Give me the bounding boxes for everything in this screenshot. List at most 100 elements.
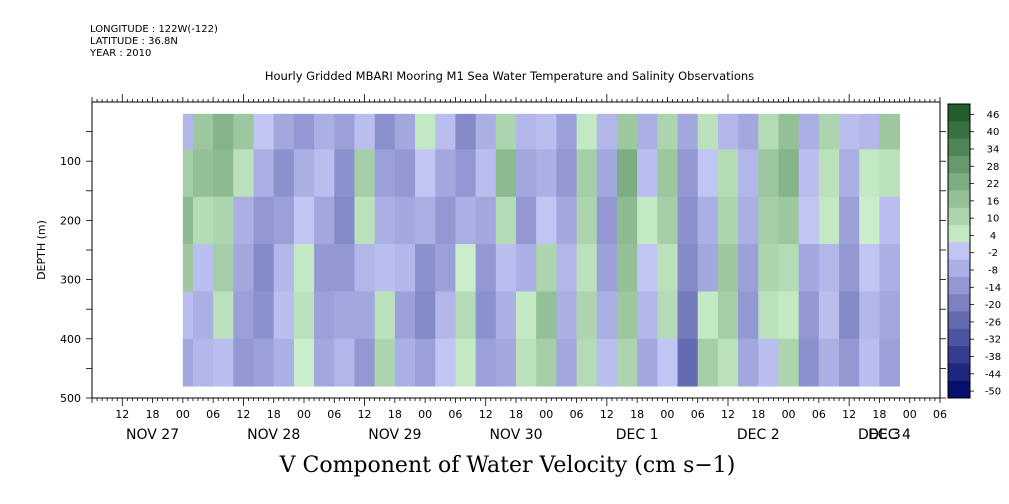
heatmap-cell [354, 291, 376, 340]
heatmap-cell [253, 113, 275, 150]
heatmap-cell [556, 149, 577, 198]
heatmap-cell [596, 338, 618, 387]
heatmap-cell [616, 113, 638, 150]
colorbar-label: -2 [988, 248, 998, 259]
heatmap-cell [576, 244, 598, 292]
heatmap-cell [495, 291, 517, 340]
heatmap-cell [192, 113, 214, 150]
colorbar-label: -20 [985, 300, 1001, 311]
heatmap-cell [394, 196, 416, 245]
colorbar-label: 16 [987, 196, 1000, 207]
heatmap-cell [798, 113, 820, 150]
heatmap-cell [859, 244, 880, 292]
heatmap-cell [192, 291, 214, 340]
heatmap-cell [354, 244, 376, 292]
heatmap-cell [839, 149, 860, 198]
x-hour-label: 12 [479, 408, 493, 421]
colorbar-label: 22 [987, 179, 1000, 190]
heatmap-cell [536, 149, 557, 198]
heatmap-cell [394, 338, 416, 387]
heatmap-cell [233, 291, 254, 340]
x-hour-label: 00 [660, 408, 674, 421]
heatmap-cell [758, 291, 779, 340]
heatmap-cell [455, 338, 477, 387]
heatmap-cell [536, 196, 557, 245]
heatmap-cell [697, 196, 719, 245]
heatmap-cell [273, 244, 295, 292]
heatmap-cell [253, 338, 275, 387]
heatmap-cell [717, 149, 739, 198]
heatmap-cells [182, 113, 901, 387]
heatmap-cell [435, 149, 456, 198]
heatmap-cell [536, 338, 557, 387]
heatmap-cell [616, 196, 638, 245]
heatmap-cell [233, 338, 254, 387]
heatmap-cell [677, 113, 699, 150]
heatmap-cell [394, 113, 416, 150]
heatmap-cell [596, 113, 618, 150]
colorbar-label: -8 [988, 266, 998, 277]
heatmap-cell [374, 149, 396, 198]
y-tick-label: 500 [60, 392, 81, 405]
heatmap-cell [213, 291, 234, 340]
heatmap-cell [516, 113, 537, 150]
heatmap-cell [637, 291, 658, 340]
heatmap-cell [334, 338, 355, 387]
heatmap-cell [435, 244, 456, 292]
heatmap-cell [818, 149, 840, 198]
x-hour-label: 06 [933, 408, 947, 421]
heatmap-cell [778, 149, 800, 198]
heatmap-cell [536, 113, 557, 150]
heatmap-cell [475, 338, 497, 387]
colorbar-swatch [948, 138, 970, 157]
heatmap-cell [798, 244, 820, 292]
x-date-label: DEC 4 [868, 427, 911, 443]
heatmap-cell [334, 149, 355, 198]
y-tick-label: 300 [60, 274, 81, 287]
heatmap-cell [738, 338, 759, 387]
heatmap-cell [879, 149, 901, 198]
heatmap-cell [556, 338, 577, 387]
heatmap-cell [798, 291, 820, 340]
heatmap-cell [213, 196, 234, 245]
heatmap-cell [374, 113, 396, 150]
heatmap-cell [253, 291, 275, 340]
x-date-label: NOV 27 [126, 427, 179, 443]
x-hour-label: 06 [327, 408, 341, 421]
heatmap-cell [738, 113, 759, 150]
heatmap-cell [233, 244, 254, 292]
heatmap-cell [556, 113, 577, 150]
heatmap-cell [657, 149, 678, 198]
heatmap-cell [273, 149, 295, 198]
heatmap-cell [495, 244, 517, 292]
colorbar-swatch [948, 190, 970, 209]
x-hour-label: 00 [418, 408, 432, 421]
heatmap-cell [697, 149, 719, 198]
heatmap-cell [839, 338, 860, 387]
heatmap-cell [213, 149, 234, 198]
heatmap-cell [859, 113, 880, 150]
heatmap-cell [314, 196, 335, 245]
heatmap-cell [374, 338, 396, 387]
x-ticks [91, 94, 941, 406]
heatmap-cell [798, 149, 820, 198]
heatmap-cell [334, 244, 355, 292]
heatmap-cell [354, 149, 376, 198]
heatmap-cell [374, 291, 396, 340]
heatmap-cell [253, 196, 275, 245]
heatmap-cell [616, 338, 638, 387]
colorbar-swatch [948, 173, 970, 191]
x-hour-label: 06 [812, 408, 826, 421]
colorbar-label: -44 [985, 369, 1001, 380]
x-hour-label: 06 [691, 408, 705, 421]
heatmap-cell [637, 244, 658, 292]
x-hour-label: 00 [297, 408, 311, 421]
heatmap-cell [657, 113, 678, 150]
x-hour-label: 00 [782, 408, 796, 421]
heatmap-cell [697, 113, 719, 150]
x-hour-label: 06 [570, 408, 584, 421]
colorbar-swatch [948, 104, 970, 122]
heatmap-cell [839, 113, 860, 150]
heatmap-cell [536, 291, 557, 340]
heatmap-cell [637, 338, 658, 387]
